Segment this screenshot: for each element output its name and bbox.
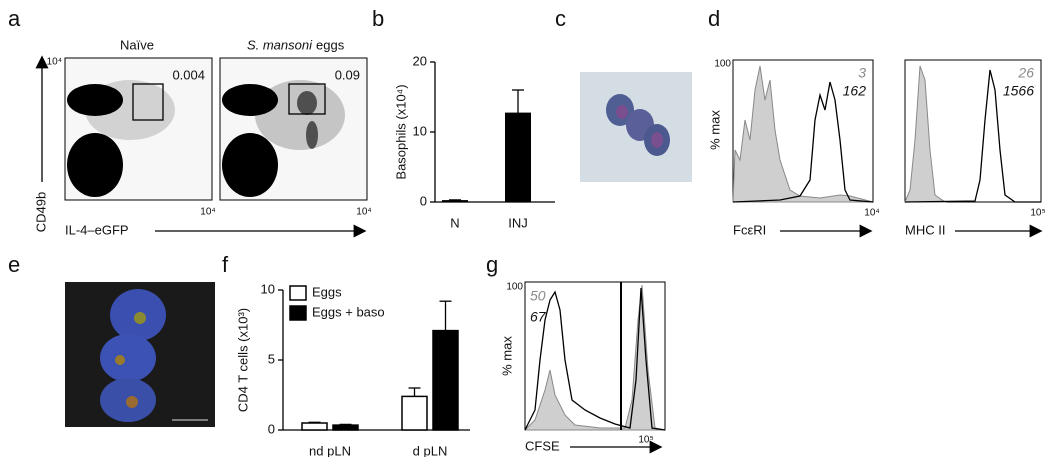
bar — [505, 112, 531, 203]
y-tick-label: 0 — [268, 421, 275, 436]
axis-label: FcεRI — [733, 222, 766, 237]
mfi-value: 3 — [858, 65, 866, 81]
x-tick-label: INJ — [508, 215, 528, 230]
panel-letter: d — [708, 6, 720, 31]
tick-label: 10⁴ — [864, 208, 879, 219]
legend-label: Eggs — [312, 284, 342, 299]
gate-value: 0.09 — [335, 67, 360, 82]
bar — [401, 395, 428, 431]
panel-letter: b — [372, 6, 384, 31]
tick-label: 100 — [506, 282, 523, 293]
axis-label: IL-4–eGFP — [65, 222, 129, 237]
tick-label: 10⁴ — [47, 57, 62, 68]
bar — [432, 329, 459, 431]
x-tick-label: d pLN — [413, 443, 448, 457]
plot-title: S. mansoni — [247, 37, 313, 52]
axis-label: CFSE — [525, 438, 560, 453]
x-tick-label: N — [450, 215, 459, 230]
bar — [442, 200, 468, 203]
panel-letter: e — [8, 252, 20, 277]
y-tick-label: 0 — [420, 193, 427, 208]
mfi-value: 1566 — [1003, 83, 1034, 99]
panel-letter: c — [555, 6, 566, 31]
panel-letter: a — [8, 6, 21, 31]
gate-value: 0.004 — [172, 67, 205, 82]
legend-swatch — [289, 305, 307, 321]
tick-label: 10⁵ — [638, 435, 653, 446]
flow-plots — [64, 57, 368, 201]
y-tick-label: 20 — [413, 53, 427, 68]
legend-label: Eggs + baso — [312, 304, 385, 319]
division-value: 67 — [530, 309, 547, 325]
histograms — [523, 281, 666, 431]
y-tick-label: 10 — [261, 281, 275, 296]
plot-title: Naïve — [120, 37, 154, 52]
axis-label: % max — [499, 336, 514, 376]
bar — [332, 424, 359, 431]
tick-label: 10⁴ — [356, 207, 371, 218]
mfi-value: 162 — [843, 83, 867, 99]
tick-label: 10⁴ — [200, 207, 215, 218]
panel-letter: f — [222, 252, 229, 277]
bar — [301, 422, 328, 431]
axis-label: CD49b — [33, 192, 48, 232]
cell-image — [65, 282, 215, 427]
plot-title: eggs — [316, 37, 345, 52]
axis-label: Basophils (x10⁴) — [393, 84, 408, 179]
axis-label: CD4 T cells (x10³) — [235, 308, 250, 412]
tick-label: 10⁵ — [1030, 208, 1045, 219]
cell-image — [580, 72, 692, 182]
division-value: 50 — [530, 288, 546, 304]
y-tick-label: 5 — [268, 351, 275, 366]
histograms — [732, 59, 1042, 203]
legend-swatch — [289, 285, 307, 301]
x-tick-label: nd pLN — [309, 443, 351, 457]
panel-letter: g — [486, 252, 498, 277]
axis-label: MHC II — [905, 222, 945, 237]
axis-label: % max — [707, 110, 722, 150]
y-tick-label: 10 — [413, 123, 427, 138]
mfi-value: 26 — [1017, 65, 1034, 81]
tick-label: 100 — [714, 59, 731, 70]
